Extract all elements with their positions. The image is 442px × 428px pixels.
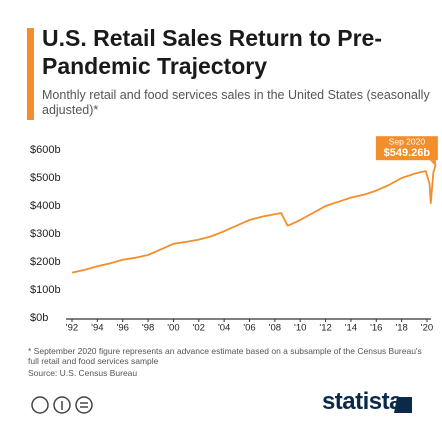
x-tick-label: '14 (345, 323, 357, 334)
chart-subtitle: Monthly retail and food services sales i… (42, 88, 430, 117)
data-label: $549.26b (384, 147, 431, 159)
x-tick-label: '18 (395, 323, 407, 334)
line (71, 163, 437, 274)
x-tick-label: '00 (167, 323, 179, 334)
x-tick-label: '04 (218, 323, 230, 334)
brand: statista (321, 388, 403, 415)
accent-bar (27, 28, 34, 120)
annotation-pointer (429, 160, 436, 167)
x-tick-label: '06 (243, 323, 255, 334)
y-tick-label: $100b (30, 284, 61, 296)
x-tick-label: '20 (421, 323, 433, 334)
x-tick-label: '94 (91, 323, 103, 334)
y-tick-label: $200b (30, 256, 61, 268)
x-tick-label: '02 (193, 323, 205, 334)
y-tick-label: $0b (30, 312, 48, 324)
x-tick-label: '92 (66, 323, 78, 334)
y-tick-label: $500b (30, 172, 61, 184)
x-tick-label: '10 (294, 323, 306, 334)
license-icons (31, 396, 93, 414)
x-tick-label: '08 (269, 323, 281, 334)
y-tick-label: $300b (30, 228, 61, 240)
y-tick-label: $600b (30, 144, 61, 156)
x-tick-label: '96 (117, 323, 129, 334)
x-tick-label: '12 (319, 323, 331, 334)
x-tick-label: '98 (142, 323, 154, 334)
y-tick-label: $400b (30, 200, 61, 212)
annotation-box (375, 136, 438, 161)
annotation: Sep 2020 (389, 136, 426, 146)
footnote: * September 2020 figure represents an ad… (28, 346, 422, 366)
logo-mark (394, 397, 412, 413)
x-tick-label: '16 (370, 323, 382, 334)
source: Source: U.S. Census Bureau (28, 368, 138, 378)
chart-title: U.S. Retail Sales Return to Pre-Pandemic… (42, 25, 382, 79)
